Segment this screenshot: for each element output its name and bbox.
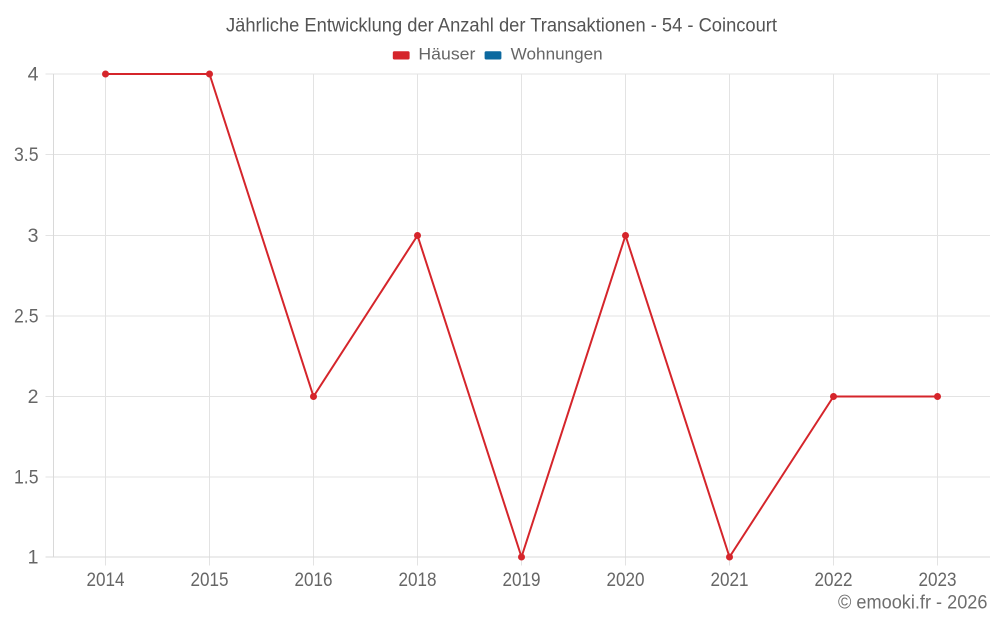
- svg-text:2023: 2023: [919, 569, 957, 591]
- svg-text:2016: 2016: [295, 569, 333, 591]
- svg-text:2018: 2018: [399, 569, 437, 591]
- svg-text:2019: 2019: [503, 569, 541, 591]
- svg-text:Jährliche Entwicklung der Anza: Jährliche Entwicklung der Anzahl der Tra…: [226, 16, 778, 37]
- svg-text:2020: 2020: [607, 569, 645, 591]
- svg-text:2015: 2015: [191, 569, 229, 591]
- svg-text:2021: 2021: [711, 569, 749, 591]
- svg-text:Wohnungen: Wohnungen: [511, 46, 603, 64]
- svg-text:© emooki.fr - 2026: © emooki.fr - 2026: [838, 593, 988, 614]
- svg-text:4: 4: [28, 64, 39, 86]
- svg-text:3: 3: [28, 225, 39, 247]
- svg-text:1.5: 1.5: [14, 467, 39, 489]
- svg-text:Häuser: Häuser: [418, 46, 476, 64]
- svg-text:3.5: 3.5: [14, 144, 39, 166]
- svg-text:2.5: 2.5: [14, 306, 39, 328]
- svg-text:2: 2: [28, 386, 39, 408]
- svg-text:2014: 2014: [87, 569, 125, 591]
- svg-text:2022: 2022: [815, 569, 853, 591]
- svg-text:1: 1: [28, 547, 39, 569]
